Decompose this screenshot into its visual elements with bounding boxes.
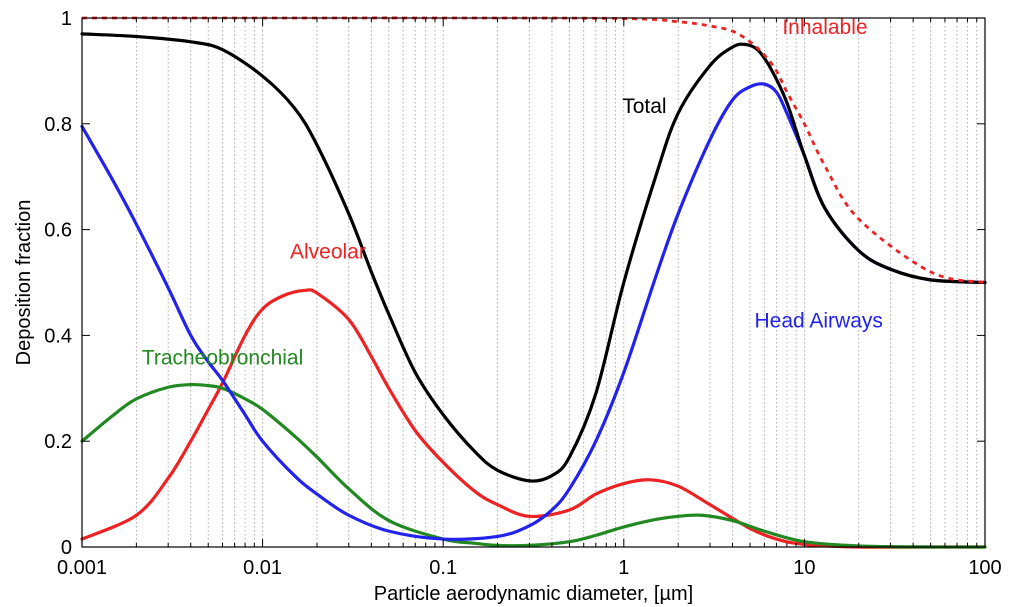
series-line-head-airways [80,82,987,541]
series-line-total [80,32,987,483]
x-tick-label: 0.01 [243,557,282,579]
series-lines [80,16,987,549]
series-label-total: Total [622,95,666,118]
grid-lines [135,18,978,547]
series-line-tracheobronchial [80,382,987,549]
x-tick-label: 0.1 [429,557,457,579]
x-tick-label: 100 [968,557,1001,579]
series-label-alveolar: Alveolar [290,241,366,264]
x-tick-label: 0.001 [57,557,107,579]
tick-labels: 0.001 0.01 0.1 1 10 100 0 0.2 0.4 0.6 0.8 1 [44,8,1002,579]
plot-frame [81,17,986,548]
y-tick-label: 0.8 [44,114,72,136]
x-axis-label: Particle aerodynamic diameter, [µm] [374,583,693,605]
series-label-head-airways: Head Airways [755,309,883,332]
series-label-inhalable: Inhalable [782,16,867,39]
y-tick-label: 0 [61,537,72,559]
axis-ticks [81,17,986,548]
y-tick-label: 0.4 [44,325,72,347]
x-tick-label: 10 [793,557,815,579]
y-tick-label: 1 [61,8,72,30]
series-label-tracheobronchial: Tracheobronchial [142,346,303,369]
y-axis-label: Deposition fraction [13,200,35,366]
x-tick-label: 1 [618,557,629,579]
series-annotations: Inhalable Total Head Airways Alveolar Trache… [142,16,883,370]
y-tick-label: 0.2 [44,431,72,453]
y-tick-label: 0.6 [44,220,72,242]
